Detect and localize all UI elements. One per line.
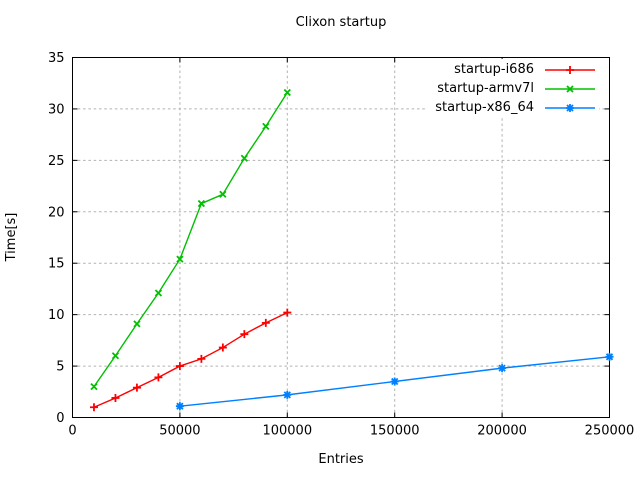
x-tick-label: 250000: [585, 424, 635, 439]
y-tick-label: 35: [48, 51, 65, 66]
y-tick-label: 25: [48, 154, 65, 169]
legend-item: startup-armv7l: [435, 79, 597, 98]
y-tick-label: 5: [56, 360, 64, 375]
x-tick-label: 150000: [370, 424, 420, 439]
legend-sample-line-icon: [545, 103, 595, 112]
y-tick-label: 15: [48, 257, 65, 272]
plot-border: [72, 57, 610, 418]
y-tick-label: 10: [48, 308, 65, 323]
legend-sample-line-icon: [545, 65, 595, 74]
plus-marker-icon: [566, 65, 574, 74]
legend-label: startup-x86_64: [435, 100, 534, 115]
x-tick-label: 200000: [477, 424, 527, 439]
legend-item: startup-x86_64: [435, 98, 597, 117]
x-tick-label: 0: [68, 424, 76, 439]
cross-marker-icon: [566, 84, 574, 93]
y-axis-label: Time[s]: [4, 212, 19, 262]
asterisk-marker-icon: [566, 103, 574, 112]
series-markers-startup-armv7l: [90, 88, 291, 391]
y-tick-label: 0: [56, 411, 64, 426]
legend-sample-line-icon: [545, 84, 595, 93]
x-axis-label: Entries: [318, 452, 364, 467]
y-tick-label: 30: [48, 102, 65, 117]
legend-label: startup-i686: [454, 62, 534, 77]
legend: startup-i686 startup-armv7l startup-x86_…: [427, 59, 599, 118]
series-markers-startup-x86_64: [175, 352, 614, 411]
series-line-startup-i686: [93, 311, 288, 408]
x-tick-label: 100000: [262, 424, 312, 439]
series-line-startup-armv7l: [93, 92, 288, 388]
series-markers-startup-i686: [89, 308, 292, 412]
legend-label: startup-armv7l: [437, 81, 534, 96]
legend-item: startup-i686: [435, 60, 597, 79]
chart-title: Clixon startup: [295, 15, 387, 30]
y-tick-label: 20: [48, 205, 65, 220]
x-tick-label: 50000: [159, 424, 200, 439]
